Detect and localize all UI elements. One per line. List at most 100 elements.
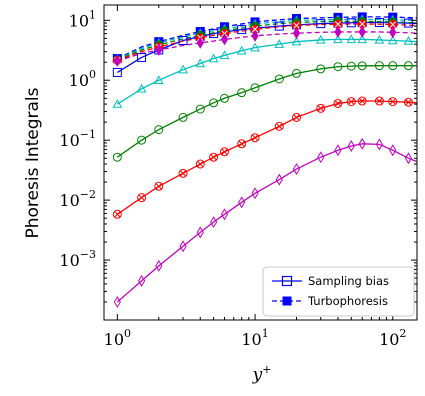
series-marker-sampling-3-cross-b: [138, 194, 145, 201]
series-marker-turbophoresis-9: [358, 25, 366, 38]
series-marker-sampling-1: [195, 58, 206, 68]
series-marker-sampling-3: [388, 97, 398, 107]
series-line-sampling-1: [116, 38, 417, 105]
series-marker-sampling-2: [292, 68, 302, 78]
series-marker-sampling-3-ring: [333, 98, 343, 108]
series-marker-sampling-0: [209, 29, 219, 39]
series-marker-sampling-3-ring: [388, 97, 398, 107]
series-marker-sampling-3: [237, 139, 247, 149]
series-marker-sampling-3-cross-b: [276, 123, 283, 130]
plot-frame: [103, 4, 418, 321]
series-line-sampling-3: [116, 100, 417, 215]
series-marker-turbophoresis-8: [250, 24, 260, 34]
series-marker-sampling-3-ring: [346, 97, 356, 107]
series-marker-sampling-3-ring: [154, 181, 164, 191]
series-marker-sampling-3: [209, 152, 219, 162]
series-marker-sampling-2: [333, 62, 343, 72]
legend: Sampling bias Turbophoresis: [262, 266, 415, 317]
series-line-turbophoresis-5: [117, 16, 417, 60]
series-line-sampling-4: [116, 143, 417, 303]
y-axis-label: Phoresis Integrals: [23, 87, 43, 238]
series-marker-sampling-4: [358, 137, 366, 150]
series-marker-turbophoresis-9: [389, 26, 397, 39]
series-marker-sampling-4: [375, 138, 383, 151]
series-marker-sampling-0: [316, 19, 326, 29]
series-marker-sampling-4: [404, 152, 413, 165]
series-marker-sampling-2: [250, 83, 260, 93]
series-line-sampling-2: [116, 65, 417, 158]
series-marker-sampling-0: [403, 18, 413, 28]
series-marker-sampling-3-cross-b: [210, 154, 217, 161]
series-marker-sampling-1: [403, 36, 414, 45]
series-marker-sampling-3-ring: [137, 193, 147, 203]
series-marker-sampling-2: [112, 152, 122, 162]
legend-marker-turbophoresis: [282, 296, 292, 306]
series-marker-sampling-3-cross-b: [293, 114, 300, 121]
series-marker-sampling-3: [195, 159, 205, 169]
series-marker-sampling-3-ring: [112, 209, 122, 219]
series-marker-sampling-3: [154, 181, 164, 191]
series-marker-sampling-0: [346, 18, 356, 28]
series-marker-sampling-3: [357, 96, 367, 106]
legend-entry-turbophoresis: Turbophoresis: [272, 294, 388, 308]
series-marker-sampling-3-cross-b: [359, 97, 366, 105]
legend-entry-sampling-bias: Sampling bias: [272, 274, 389, 288]
series-marker-sampling-4: [292, 163, 301, 176]
y-tick-label: 100: [69, 68, 96, 90]
series-marker-sampling-0: [374, 17, 384, 27]
series-marker-sampling-4: [317, 151, 325, 164]
series-marker-sampling-1: [291, 36, 302, 46]
series-marker-sampling-3: [112, 209, 122, 219]
series-marker-sampling-2: [374, 61, 384, 71]
series-layer: [116, 16, 417, 303]
series-marker-sampling-3-ring: [374, 96, 384, 106]
series-marker-sampling-2: [316, 64, 326, 74]
ticks-layer: [104, 5, 417, 321]
series-marker-sampling-3-cross-b: [334, 100, 342, 107]
series-marker-sampling-1: [250, 42, 260, 52]
x-tick-label: 102: [379, 327, 406, 349]
series-marker-sampling-3-ring: [250, 133, 260, 143]
series-marker-sampling-3-ring: [178, 168, 188, 178]
series-marker-sampling-0: [237, 25, 247, 35]
series-marker-sampling-3-cross-b: [389, 98, 396, 105]
series-marker-sampling-3-cross-b: [405, 99, 412, 106]
series-marker-sampling-2: [357, 61, 367, 71]
series-marker-sampling-2: [237, 88, 247, 98]
series-marker-sampling-3-cross-b: [221, 148, 228, 155]
series-marker-turbophoresis-9: [155, 43, 163, 56]
series-marker-sampling-2: [403, 61, 413, 71]
y-tick-label: 10−2: [59, 188, 96, 210]
series-marker-sampling-1: [136, 83, 147, 93]
series-line-turbophoresis-7: [117, 20, 417, 61]
x-axis-label-sup: +: [262, 363, 271, 376]
series-marker-sampling-2: [178, 112, 188, 122]
series-marker-turbophoresis-9: [292, 27, 301, 40]
series-marker-sampling-1: [219, 50, 230, 60]
series-marker-turbophoresis-9: [334, 25, 342, 38]
series-marker-sampling-1: [333, 34, 343, 44]
series-marker-sampling-3-ring: [237, 139, 247, 149]
series-marker-sampling-3-cross-b: [251, 134, 259, 141]
series-marker-sampling-3-ring: [316, 103, 326, 113]
series-marker-sampling-3-cross-b: [238, 140, 245, 147]
series-marker-sampling-2: [346, 61, 356, 71]
legend-label-turbophoresis: Turbophoresis: [307, 294, 388, 308]
series-marker-sampling-0: [137, 52, 147, 62]
series-marker-turbophoresis-8: [357, 19, 367, 29]
y-tick-label: 101: [69, 8, 96, 30]
series-marker-sampling-4: [334, 144, 342, 157]
series-marker-sampling-3-cross-b: [317, 105, 324, 112]
series-marker-sampling-2: [274, 74, 284, 84]
series-marker-sampling-1: [236, 45, 247, 55]
x-axis-label: y+: [252, 363, 272, 385]
series-marker-sampling-3-ring: [274, 121, 284, 131]
series-marker-sampling-4: [179, 240, 187, 253]
series-marker-sampling-4: [275, 173, 283, 186]
series-marker-sampling-3: [346, 97, 356, 107]
series-marker-sampling-2: [388, 61, 398, 71]
series-marker-sampling-2: [219, 93, 229, 103]
series-marker-sampling-4: [138, 274, 146, 287]
series-line-turbophoresis-9: [117, 31, 417, 62]
